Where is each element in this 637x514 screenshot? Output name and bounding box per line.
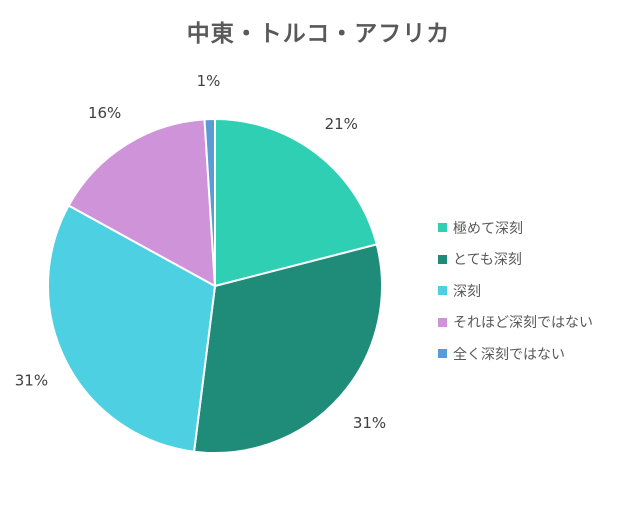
data-label-3: 31% <box>15 372 48 390</box>
data-label-4: 16% <box>88 104 121 122</box>
data-label-1: 21% <box>325 115 358 133</box>
legend: 極めて深刻とても深刻深刻それほど深刻ではない 全く深刻ではない <box>438 212 593 370</box>
legend-label: 深刻 <box>453 283 481 300</box>
legend-swatch <box>438 254 447 264</box>
legend-label: とても深刻 <box>453 252 522 269</box>
pie-slice-1 <box>214 117 378 288</box>
pie-slice-2 <box>192 243 383 454</box>
legend-item-2: とても深刻 <box>438 244 593 276</box>
legend-label: それほど深刻ではない <box>453 315 593 332</box>
legend-swatch <box>438 223 447 233</box>
data-label-2: 31% <box>353 414 386 432</box>
pie-slice-4 <box>67 118 217 288</box>
chart-title: 中東・トルコ・アフリカ <box>186 21 451 47</box>
legend-swatch <box>438 317 447 327</box>
legend-swatch <box>438 286 447 296</box>
legend-item-4: それほど深刻ではない <box>438 307 593 339</box>
legend-swatch <box>438 349 447 359</box>
legend-label: 極めて深刻 <box>453 220 523 237</box>
legend-label: 全く深刻ではない <box>453 346 565 363</box>
legend-item-3: 深刻 <box>438 275 593 307</box>
pie-slice-3 <box>47 204 217 453</box>
pie-slice-5 <box>203 117 216 287</box>
legend-item-5: 全く深刻ではない <box>438 338 593 370</box>
data-label-5: 1% <box>197 72 221 90</box>
legend-item-1: 極めて深刻 <box>438 212 593 244</box>
